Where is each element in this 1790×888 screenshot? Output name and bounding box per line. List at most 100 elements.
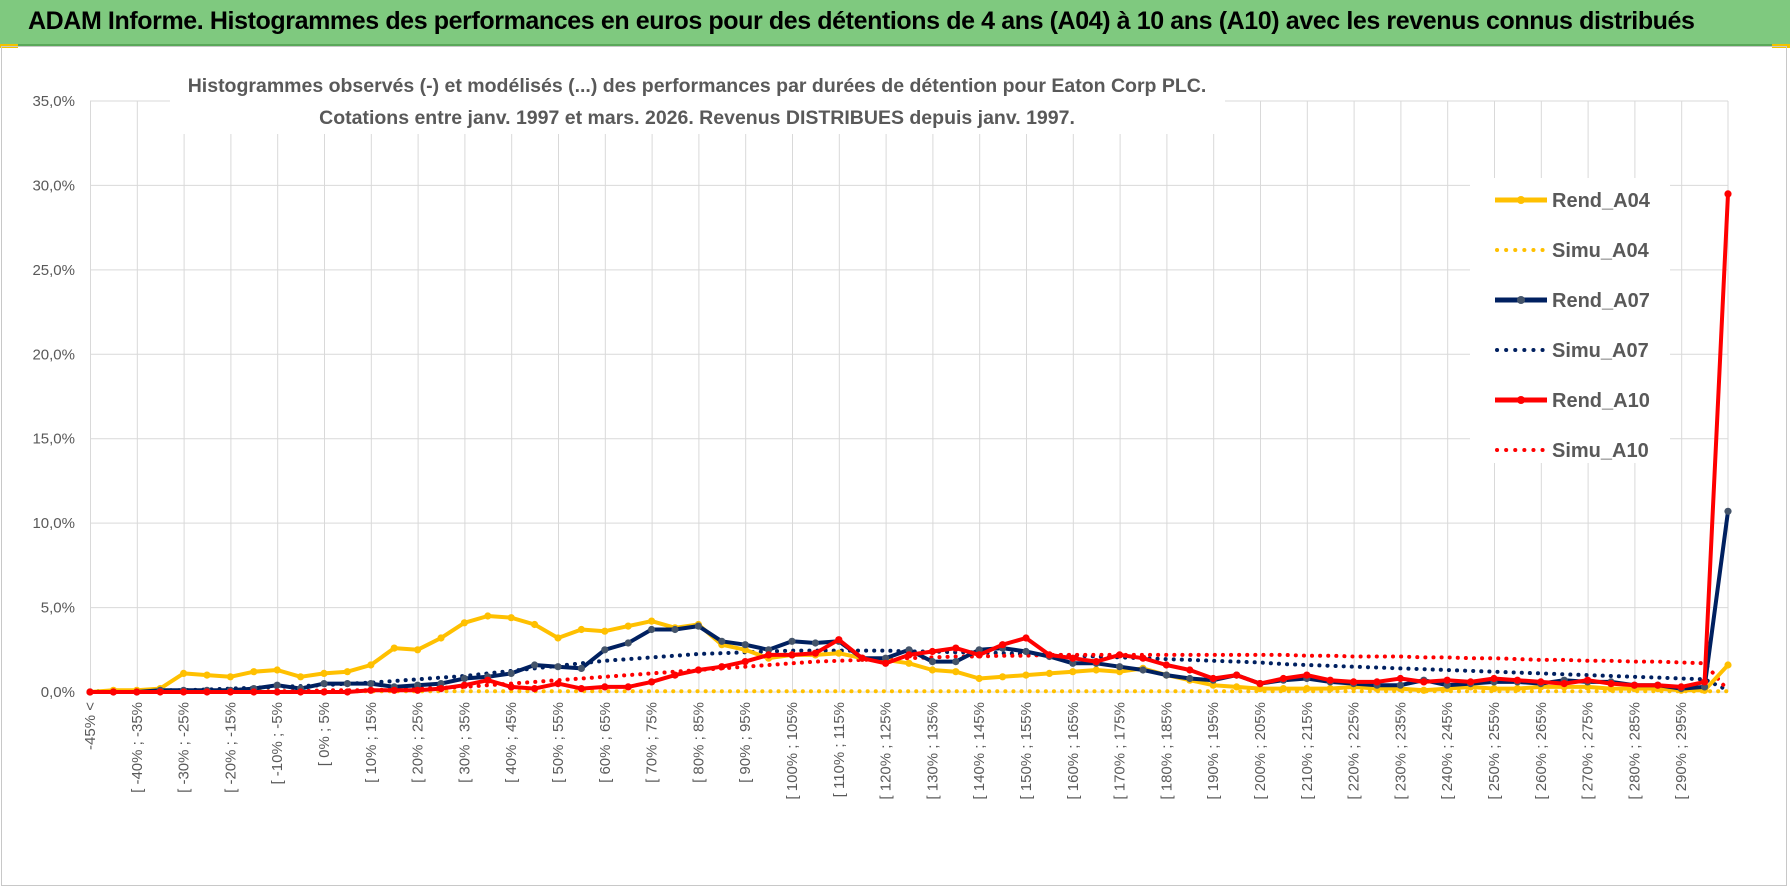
data-point-Rend_A10 [1443,676,1451,684]
data-point-Rend_A10 [1654,681,1662,689]
data-point-Rend_A07 [1396,681,1404,689]
data-point-Rend_A10 [1701,678,1709,686]
series-Rend_A10 [86,190,1732,696]
data-point-Rend_A10 [1490,674,1498,683]
data-point-Rend_A10 [1209,674,1217,683]
x-tick-label: [ -40% ; -35% [129,702,146,793]
x-tick-label: [ 180% ; 185% [1158,702,1175,800]
data-point-Rend_A10 [952,644,960,652]
y-tick-label: 0,0% [41,684,75,701]
banner-title: ADAM Informe. Histogrammes des performan… [28,7,1695,35]
data-point-Rend_A04 [577,625,586,634]
data-point-Rend_A04 [414,646,422,654]
x-tick-label: [ 150% ; 155% [1018,702,1035,800]
x-axis-ticks: -45% < [ -40% ; -35% [ -30% ; -25% [ -20% ;… [82,702,1690,800]
data-point-Rend_A04 [180,669,188,678]
data-point-Rend_A07 [882,654,890,662]
data-point-Rend_A07 [741,641,749,649]
data-point-Rend_A10 [835,636,843,644]
legend-marker [1517,296,1525,304]
data-point-Rend_A10 [1092,658,1100,666]
data-point-Rend_A04 [1045,669,1053,678]
data-point-Rend_A07 [320,680,328,688]
x-tick-label: [ 60% ; 65% [597,702,614,783]
data-point-Rend_A10 [1279,674,1287,683]
data-point-Rend_A10 [765,651,773,659]
chart-title: Histogrammes observés (-) et modélisés (… [170,64,1225,134]
legend-item-Rend_A07: Rend_A07 [1495,290,1650,312]
data-point-Rend_A07 [601,646,609,654]
data-point-Rend_A04 [437,634,445,642]
data-point-Rend_A10 [624,683,632,691]
data-point-Rend_A07 [1186,674,1194,683]
data-point-Rend_A10 [297,688,305,696]
y-tick-label: 15,0% [32,431,75,448]
data-point-Rend_A07 [648,625,656,634]
data-point-Rend_A07 [437,680,445,688]
data-point-Rend_A07 [811,639,820,647]
data-point-Rend_A10 [1233,671,1241,679]
legend-label: Rend_A04 [1552,190,1651,212]
data-point-Rend_A04 [1069,668,1077,676]
data-point-Rend_A04 [1022,671,1030,679]
data-point-Rend_A10 [1303,671,1311,679]
data-point-Rend_A07 [765,646,773,654]
x-tick-label: [ 260% ; 265% [1533,702,1550,800]
x-tick-label: [ 120% ; 125% [878,702,895,800]
data-point-Rend_A10 [741,658,749,666]
data-point-Rend_A04 [1724,661,1732,669]
data-point-Rend_A04 [624,622,632,630]
data-point-Rend_A07 [1116,663,1124,671]
data-point-Rend_A04 [1116,668,1124,676]
x-tick-label: [ 230% ; 235% [1392,702,1409,800]
data-point-Rend_A04 [601,627,609,635]
data-point-Rend_A10 [367,686,375,694]
series-line-Simu_A07 [88,648,1730,694]
legend-marker [1517,396,1525,404]
x-tick-label: [ 80% ; 85% [690,702,707,783]
data-point-Rend_A10 [343,688,351,696]
x-tick-label: [ 30% ; 35% [456,702,473,783]
x-tick-label: [ 50% ; 55% [550,702,567,783]
x-tick-label: [ 130% ; 135% [924,702,941,800]
x-tick-label: [ 290% ; 295% [1673,702,1690,800]
legend-item-Simu_A07: Simu_A07 [1495,340,1649,362]
data-point-Rend_A10 [1724,190,1732,198]
data-point-Rend_A10 [999,641,1007,649]
data-point-Rend_A07 [1724,507,1732,515]
report-banner: ADAM Informe. Histogrammes des performan… [0,0,1790,46]
x-tick-label: [ 90% ; 95% [737,702,754,783]
data-point-Rend_A07 [694,622,703,630]
data-point-Rend_A10 [788,651,796,659]
data-point-Rend_A10 [1537,678,1545,686]
data-point-Rend_A07 [1069,659,1077,667]
data-point-Rend_A10 [1560,680,1568,688]
data-point-Rend_A04 [999,673,1007,681]
x-tick-label: [ -20% ; -15% [222,702,239,793]
data-point-Rend_A10 [203,688,211,696]
legend-label: Simu_A04 [1552,240,1650,262]
x-tick-label: [ 170% ; 175% [1112,702,1129,800]
data-point-Rend_A07 [367,680,375,688]
x-tick-label: [ 0% ; 5% [316,702,333,766]
data-point-Rend_A10 [1607,680,1615,688]
data-point-Rend_A10 [1116,651,1124,659]
data-point-Rend_A04 [1279,685,1287,693]
data-point-Rend_A10 [882,659,890,667]
x-tick-label: [ 250% ; 255% [1486,702,1503,800]
data-point-Rend_A10 [460,681,468,689]
data-point-Rend_A10 [531,685,539,693]
x-tick-label: [ 100% ; 105% [784,702,801,800]
y-tick-label: 35,0% [32,93,75,110]
data-point-Rend_A10 [811,649,820,657]
data-point-Rend_A10 [1139,654,1147,662]
y-tick-label: 25,0% [32,262,75,279]
data-point-Rend_A04 [1513,685,1521,693]
data-point-Rend_A10 [1326,676,1334,684]
y-tick-label: 10,0% [32,515,75,532]
x-tick-label: [ 190% ; 195% [1205,702,1222,800]
data-point-Rend_A10 [1022,634,1030,642]
y-tick-label: 5,0% [41,600,75,617]
data-point-Rend_A10 [858,654,866,662]
data-point-Rend_A10 [1045,651,1053,659]
